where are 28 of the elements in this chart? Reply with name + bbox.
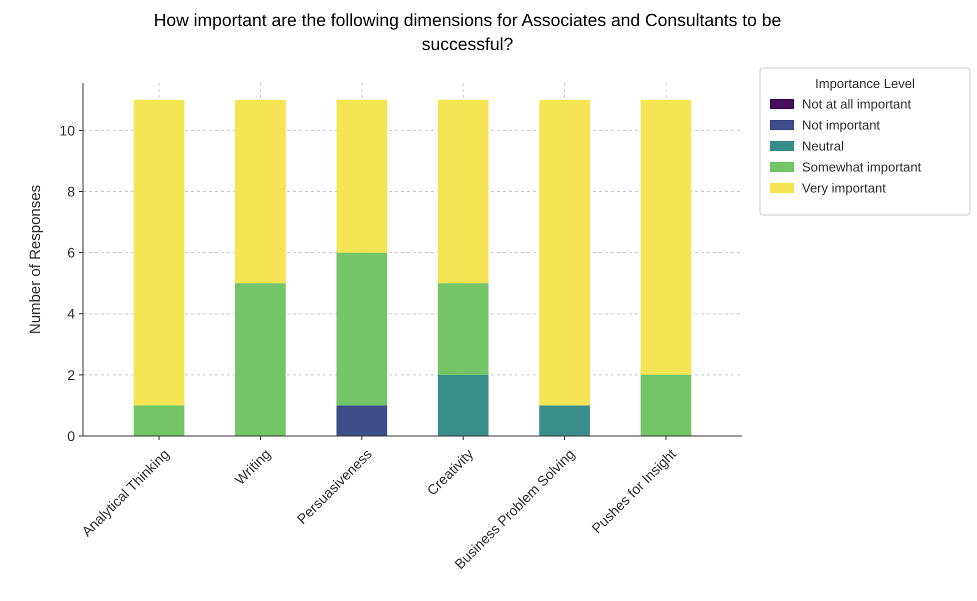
bar xyxy=(235,100,286,284)
y-tick-label: 4 xyxy=(67,306,76,322)
legend-label: Not important xyxy=(802,118,880,133)
bar xyxy=(539,100,590,406)
legend-title: Importance Level xyxy=(815,76,915,91)
legend-label: Neutral xyxy=(802,138,844,154)
chart-title: How important are the following dimensions for Associates and Consultants to be successful? xyxy=(154,10,782,54)
bar xyxy=(336,252,388,406)
y-tick-label: 6 xyxy=(67,244,76,261)
y-axis-title: Number of Responses xyxy=(27,184,44,334)
legend-label: Very important xyxy=(802,180,886,196)
bar xyxy=(438,283,489,375)
y-tick-label: 0 xyxy=(67,428,76,444)
bar xyxy=(336,405,388,436)
legend-label: Not at all important xyxy=(802,96,912,112)
legend-label: Somewhat important xyxy=(802,160,922,175)
bar xyxy=(438,100,489,284)
y-tick-label: 2 xyxy=(67,366,76,383)
bar xyxy=(539,405,590,436)
bar xyxy=(438,374,489,436)
bar xyxy=(235,283,286,436)
bar xyxy=(640,100,692,375)
bar xyxy=(134,405,184,436)
bar xyxy=(336,100,388,253)
bar xyxy=(640,374,692,436)
y-tick-label: 8 xyxy=(67,183,76,200)
y-tick-label: 10 xyxy=(59,122,76,138)
bar xyxy=(134,100,184,406)
